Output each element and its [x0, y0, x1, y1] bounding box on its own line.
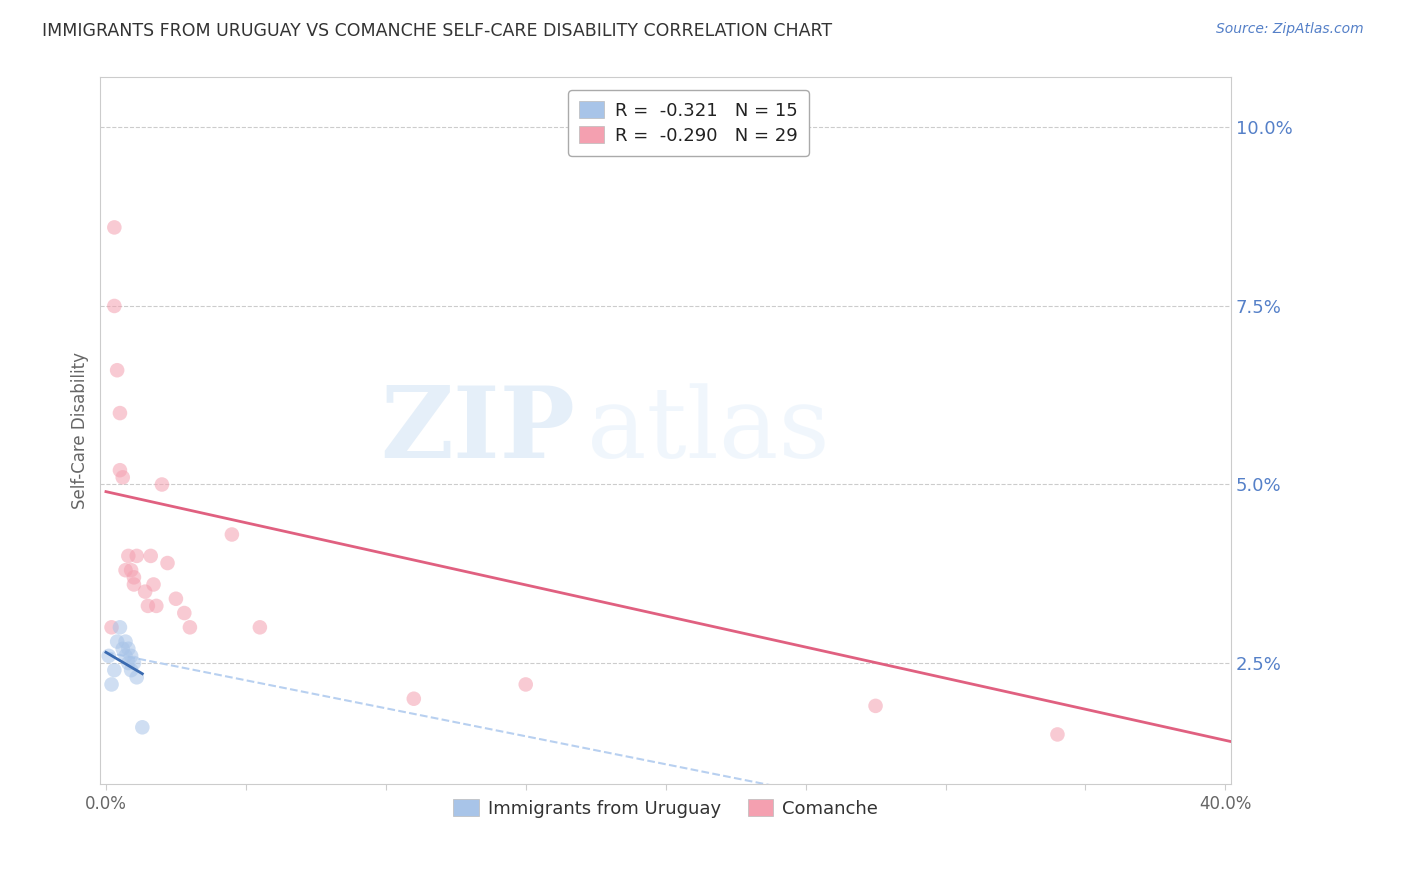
Point	[125, 670, 148, 684]
Point	[105, 363, 128, 377]
Point	[117, 549, 139, 563]
Point	[145, 599, 167, 613]
Point	[1046, 727, 1069, 741]
Point	[97, 648, 120, 663]
Point	[142, 577, 165, 591]
Point	[402, 691, 425, 706]
Point	[131, 720, 153, 734]
Point	[114, 648, 136, 663]
Legend: Immigrants from Uruguay, Comanche: Immigrants from Uruguay, Comanche	[446, 791, 886, 825]
Point	[221, 527, 243, 541]
Text: atlas: atlas	[586, 383, 830, 479]
Point	[150, 477, 173, 491]
Point	[117, 656, 139, 670]
Y-axis label: Self-Care Disability: Self-Care Disability	[72, 352, 89, 509]
Point	[173, 606, 195, 620]
Text: IMMIGRANTS FROM URUGUAY VS COMANCHE SELF-CARE DISABILITY CORRELATION CHART: IMMIGRANTS FROM URUGUAY VS COMANCHE SELF…	[42, 22, 832, 40]
Point	[111, 470, 134, 484]
Point	[100, 677, 122, 691]
Point	[117, 641, 139, 656]
Point	[111, 641, 134, 656]
Point	[108, 463, 131, 477]
Point	[103, 299, 125, 313]
Point	[122, 577, 145, 591]
Point	[100, 620, 122, 634]
Text: ZIP: ZIP	[381, 383, 575, 479]
Point	[103, 220, 125, 235]
Point	[108, 620, 131, 634]
Point	[179, 620, 201, 634]
Point	[134, 584, 156, 599]
Point	[114, 634, 136, 648]
Point	[120, 648, 142, 663]
Point	[122, 656, 145, 670]
Point	[249, 620, 271, 634]
Text: Source: ZipAtlas.com: Source: ZipAtlas.com	[1216, 22, 1364, 37]
Point	[114, 563, 136, 577]
Point	[105, 634, 128, 648]
Point	[103, 663, 125, 677]
Point	[165, 591, 187, 606]
Point	[108, 406, 131, 420]
Point	[125, 549, 148, 563]
Point	[139, 549, 162, 563]
Point	[515, 677, 537, 691]
Point	[136, 599, 159, 613]
Point	[122, 570, 145, 584]
Point	[120, 563, 142, 577]
Point	[865, 698, 887, 713]
Point	[156, 556, 179, 570]
Point	[120, 663, 142, 677]
